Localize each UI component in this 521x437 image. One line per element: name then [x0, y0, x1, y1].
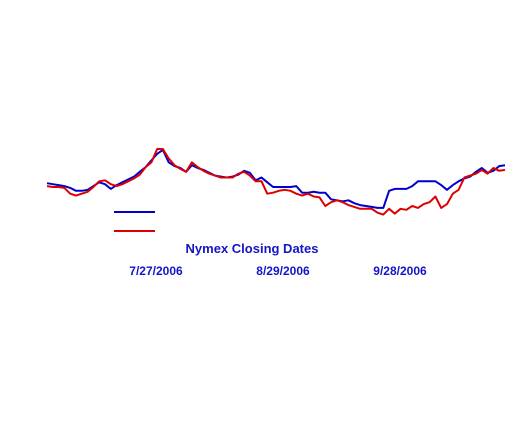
legend: [114, 212, 155, 231]
x-axis-title: Nymex Closing Dates: [186, 241, 319, 256]
x-tick-label: 9/28/2006: [373, 264, 427, 278]
x-tick-label: 8/29/2006: [256, 264, 310, 278]
x-tick-label: 7/27/2006: [129, 264, 183, 278]
series-layer: [47, 149, 505, 215]
